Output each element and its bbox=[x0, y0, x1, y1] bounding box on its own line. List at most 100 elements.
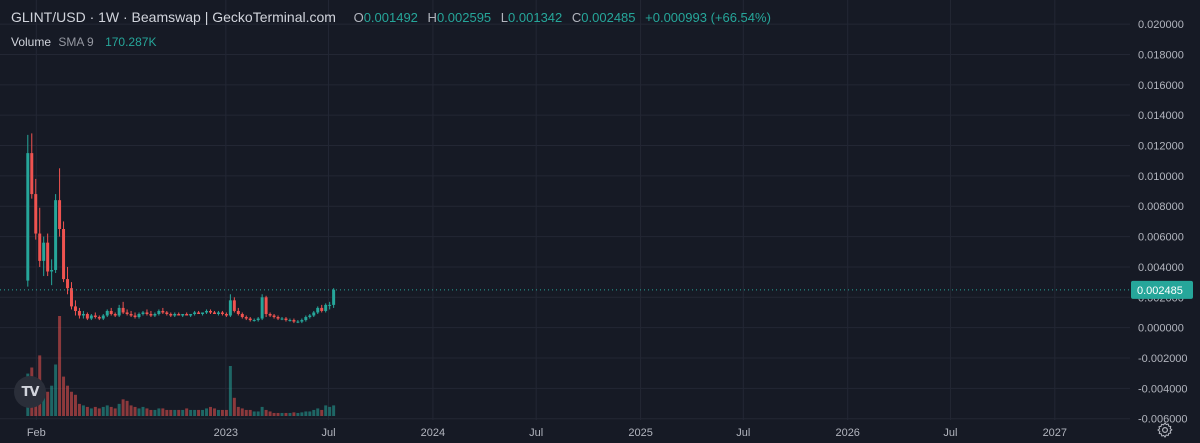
time-tick-label: 2026 bbox=[835, 427, 859, 439]
volume-bar bbox=[276, 412, 280, 416]
candle-body bbox=[141, 312, 145, 314]
candle-body bbox=[153, 313, 157, 316]
price-tick-label: 0.000000 bbox=[1138, 323, 1184, 335]
volume-bar bbox=[93, 406, 97, 416]
last-price-label-group: 0.002485 bbox=[1131, 280, 1193, 299]
volume-bar bbox=[70, 391, 73, 416]
candle-body bbox=[173, 313, 177, 316]
tradingview-logo-icon[interactable]: TV bbox=[14, 376, 46, 408]
price-tick-label: 0.016000 bbox=[1138, 80, 1184, 92]
volume-bar bbox=[109, 406, 113, 416]
volume-bar bbox=[129, 405, 133, 416]
volume-indicator-name: Volume bbox=[11, 35, 52, 49]
volume-bar bbox=[240, 408, 244, 416]
volume-bar bbox=[268, 411, 272, 416]
candle-body bbox=[38, 233, 42, 261]
volume-bar bbox=[248, 409, 252, 416]
price-tick-label: 0.014000 bbox=[1138, 110, 1184, 122]
volume-bar bbox=[328, 406, 332, 416]
candle-body bbox=[161, 310, 165, 313]
candle-body bbox=[70, 288, 73, 307]
price-tick-label: -0.004000 bbox=[1138, 383, 1188, 395]
volume-bar bbox=[256, 411, 260, 416]
candle-body bbox=[268, 313, 272, 316]
volume-bar bbox=[212, 408, 216, 416]
volume-bar bbox=[58, 316, 62, 416]
candle-body bbox=[209, 310, 212, 313]
time-tick-label: Jul bbox=[943, 427, 957, 439]
volume-bar bbox=[181, 409, 185, 416]
candle-body bbox=[324, 304, 328, 311]
volume-legend[interactable]: Volume SMA 9 170.287K bbox=[11, 35, 156, 49]
volume-bar bbox=[173, 409, 177, 416]
candle-body bbox=[77, 310, 81, 316]
volume-bar bbox=[177, 409, 181, 416]
time-tick-label: 2023 bbox=[214, 427, 238, 439]
candle-body bbox=[288, 320, 292, 322]
chart-grid bbox=[0, 0, 1130, 420]
candle-body bbox=[272, 315, 276, 318]
candle-body bbox=[232, 300, 236, 311]
volume-bar bbox=[224, 409, 228, 416]
candle-body bbox=[248, 318, 252, 321]
candle-body bbox=[137, 313, 141, 318]
candle-body bbox=[34, 194, 38, 234]
low-value: 0.001342 bbox=[508, 10, 563, 25]
volume-bar bbox=[284, 412, 288, 416]
volume-bar bbox=[228, 366, 232, 416]
volume-bar bbox=[161, 408, 165, 416]
volume-bar bbox=[232, 397, 236, 416]
gear-icon[interactable] bbox=[1156, 421, 1174, 439]
volume-sma-value: 170.287K bbox=[105, 35, 157, 49]
candle-body bbox=[105, 310, 109, 316]
candle-body bbox=[117, 307, 121, 316]
volume-bar bbox=[125, 400, 129, 416]
volume-bar bbox=[220, 409, 224, 416]
candle-body bbox=[89, 315, 93, 319]
volume-bar bbox=[85, 406, 89, 416]
candle-body bbox=[308, 315, 312, 318]
candle-body bbox=[185, 313, 189, 316]
volume-bar bbox=[193, 409, 197, 416]
candle-body bbox=[125, 312, 129, 314]
volume-bar bbox=[272, 412, 276, 416]
candle-body bbox=[256, 318, 260, 321]
volume-bar bbox=[77, 403, 81, 416]
volume-bar bbox=[304, 411, 308, 416]
candle-body bbox=[26, 153, 30, 281]
price-tick-label: 0.010000 bbox=[1138, 171, 1184, 183]
volume-bar bbox=[105, 405, 109, 416]
volume-bar bbox=[252, 411, 256, 416]
candle-body bbox=[113, 313, 117, 316]
candle-body bbox=[58, 200, 62, 229]
candle-body bbox=[304, 317, 308, 321]
volume-bar bbox=[54, 364, 58, 416]
volume-bar bbox=[205, 408, 209, 416]
candle-body bbox=[284, 318, 288, 321]
time-tick-label: Jul bbox=[321, 427, 335, 439]
candle-body bbox=[228, 300, 232, 316]
candle-body bbox=[332, 289, 336, 305]
high-label: H bbox=[427, 10, 437, 25]
candle-body bbox=[252, 320, 256, 322]
candle-body bbox=[85, 313, 89, 319]
volume-bar bbox=[332, 405, 336, 416]
volume-bar bbox=[66, 385, 70, 416]
symbol-title[interactable]: GLINT/USD · 1W · Beamswap | GeckoTermina… bbox=[11, 9, 336, 25]
candle-body bbox=[73, 306, 77, 311]
candle-body bbox=[193, 312, 197, 314]
volume-bar bbox=[316, 408, 320, 416]
last-price-label: 0.002485 bbox=[1137, 285, 1183, 297]
time-tick-label: 2024 bbox=[421, 427, 445, 439]
volume-bar bbox=[169, 409, 173, 416]
price-tick-label: -0.002000 bbox=[1138, 353, 1188, 365]
candle-body bbox=[244, 317, 248, 319]
candle-body bbox=[276, 317, 280, 319]
price-tick-label: 0.018000 bbox=[1138, 49, 1184, 61]
candle-body bbox=[320, 307, 324, 311]
candle-body bbox=[224, 313, 228, 316]
volume-bar bbox=[288, 412, 292, 416]
volume-bar bbox=[216, 409, 220, 416]
volume-bar bbox=[201, 409, 205, 416]
